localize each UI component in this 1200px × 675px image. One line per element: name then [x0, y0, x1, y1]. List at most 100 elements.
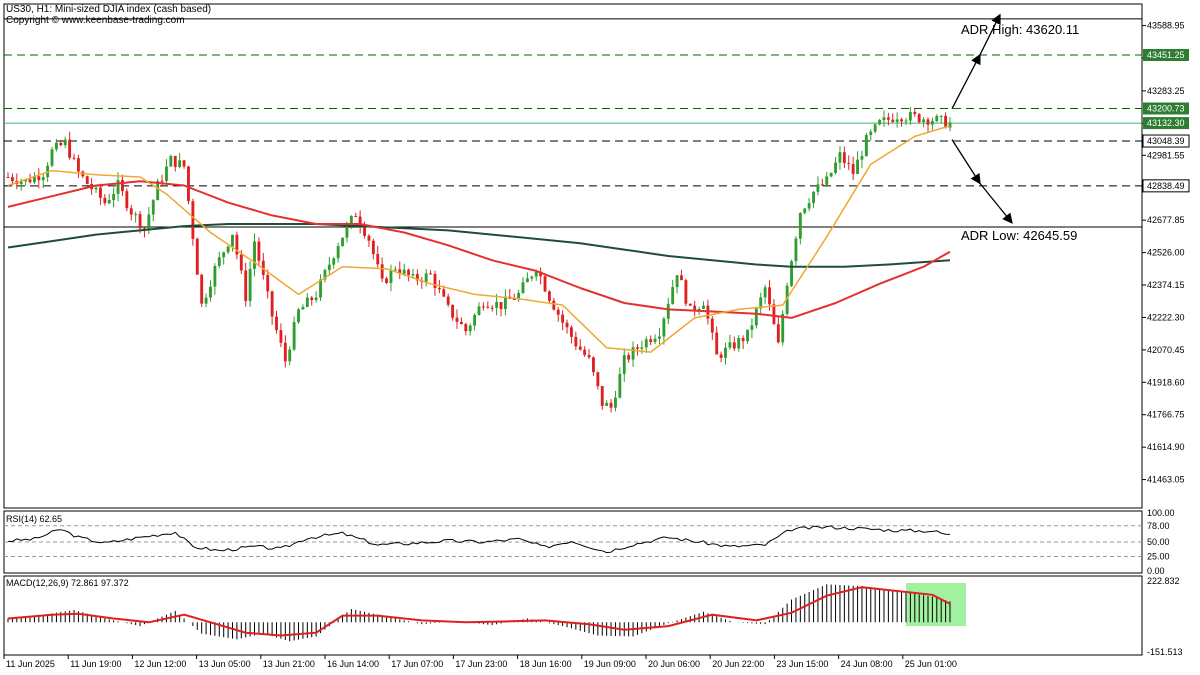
sma-fast-line: [7, 124, 951, 353]
candle-bear: [143, 228, 146, 230]
candle-bear: [574, 336, 578, 347]
level-price-tag-text: 43132.30: [1147, 118, 1185, 128]
candle-bull: [411, 274, 415, 276]
candle-bear: [283, 342, 287, 362]
candle-bear: [85, 176, 89, 184]
candle-bull: [116, 180, 120, 194]
candle-bear: [512, 298, 516, 300]
candle-bear: [200, 274, 204, 304]
candle-bull: [151, 200, 155, 215]
candle-bear: [609, 402, 613, 408]
candle-bull: [393, 269, 397, 271]
candle-bull: [605, 402, 609, 406]
candle-bear: [442, 289, 446, 297]
candle-bear: [380, 264, 384, 279]
candle-bear: [583, 349, 587, 355]
candle-bull: [838, 152, 842, 163]
time-tick-label: 25 Jun 01:00: [905, 659, 957, 669]
candle-bear: [398, 269, 402, 274]
arrow-down-to-adr-low: [979, 182, 1013, 224]
candle-bull: [248, 268, 252, 302]
price-tick-label: 43283.25: [1147, 86, 1185, 96]
candle-bear: [37, 176, 41, 181]
macd-tick-label: 222.832: [1147, 576, 1180, 586]
level-price-tag: [1143, 102, 1189, 115]
candle-bull: [530, 276, 534, 279]
candle-bear: [464, 324, 468, 332]
candle-bull: [336, 246, 340, 259]
candle-bear: [310, 297, 314, 301]
candle-bear: [741, 337, 745, 342]
candle-bull: [165, 166, 168, 182]
candle-bear: [649, 339, 653, 342]
price-tick-label: 42070.45: [1147, 345, 1185, 355]
copyright-notice: Copyright © www.keenbase-trading.com: [6, 15, 185, 26]
candle-bear: [182, 160, 186, 167]
price-tick-label: 41614.90: [1147, 442, 1185, 452]
candle-bear: [715, 332, 719, 355]
candle-bull: [829, 172, 833, 177]
candle-bear: [886, 117, 890, 120]
time-tick-label: 20 Jun 22:00: [712, 659, 764, 669]
rsi-panel: 100.00 78.00 50.00 25.00 0.00: [4, 508, 1175, 576]
candle-bear: [627, 355, 631, 360]
candle-bull: [750, 325, 754, 330]
candle-bull: [341, 237, 344, 247]
candle-bear: [913, 111, 917, 115]
candle-bull: [213, 266, 217, 287]
candle-bull: [473, 314, 477, 326]
candle-bear: [446, 296, 450, 305]
candle-bear: [688, 303, 692, 306]
candle-bear: [451, 304, 455, 318]
candle-bear: [275, 316, 278, 331]
candle-bear: [173, 156, 177, 167]
time-tick-label: 20 Jun 06:00: [648, 659, 700, 669]
rsi-line: [7, 525, 951, 554]
macd-highlight-box: [906, 583, 966, 626]
candle-bull: [746, 329, 749, 342]
candle-bear: [371, 240, 375, 254]
candle-bear: [486, 306, 490, 308]
candle-bull: [389, 269, 393, 283]
time-tick-label: 17 Jun 23:00: [455, 659, 507, 669]
candle-bear: [490, 307, 494, 309]
candle-bear: [195, 238, 199, 275]
candle-bear: [239, 254, 243, 271]
candle-bear: [772, 304, 776, 325]
candle-bull: [349, 216, 353, 226]
moving-averages: [7, 124, 951, 353]
level-price-tag: [1142, 134, 1190, 148]
level-price-tag: [1143, 48, 1189, 61]
horizontal-levels[interactable]: [4, 18, 1142, 228]
sma-long-line: [7, 223, 951, 268]
candle-bear: [891, 119, 895, 122]
time-tick-label: 18 Jun 16:00: [520, 659, 572, 669]
chart-title: US30, H1: Mini-sized DJIA index (cash ba…: [6, 4, 212, 15]
candle-bull: [178, 160, 182, 167]
candle-bull: [864, 134, 868, 157]
candle-bull: [702, 305, 705, 309]
candle-bear: [270, 291, 274, 317]
macd-signal-line: [7, 586, 951, 637]
candle-bull: [319, 279, 322, 298]
candle-bull: [314, 297, 318, 301]
adr-high-label: ADR High: 43620.11: [961, 22, 1080, 37]
candle-bear: [710, 318, 714, 333]
candle-bull: [217, 257, 221, 267]
candle-bull: [640, 347, 644, 349]
candle-bull: [503, 296, 507, 310]
time-axis: 11 Jun 2025 11 Jun 19:00 12 Jun 12:00 13 Ju…: [3, 655, 957, 669]
candle-bull: [860, 156, 864, 160]
price-tick-label: 42677.85: [1147, 215, 1185, 225]
candle-bear: [693, 305, 697, 312]
candle-bear: [719, 354, 723, 358]
level-price-tag-text: 42838.49: [1147, 181, 1185, 191]
macd-label: MACD(12,26,9) 72.861 97.372: [6, 578, 129, 588]
candle-bear: [257, 241, 261, 261]
candle-bull: [904, 120, 908, 122]
candle-bear: [354, 216, 358, 218]
price-tick-label: 42526.00: [1147, 248, 1185, 258]
candle-bull: [204, 297, 208, 304]
candle-bull: [666, 303, 670, 319]
